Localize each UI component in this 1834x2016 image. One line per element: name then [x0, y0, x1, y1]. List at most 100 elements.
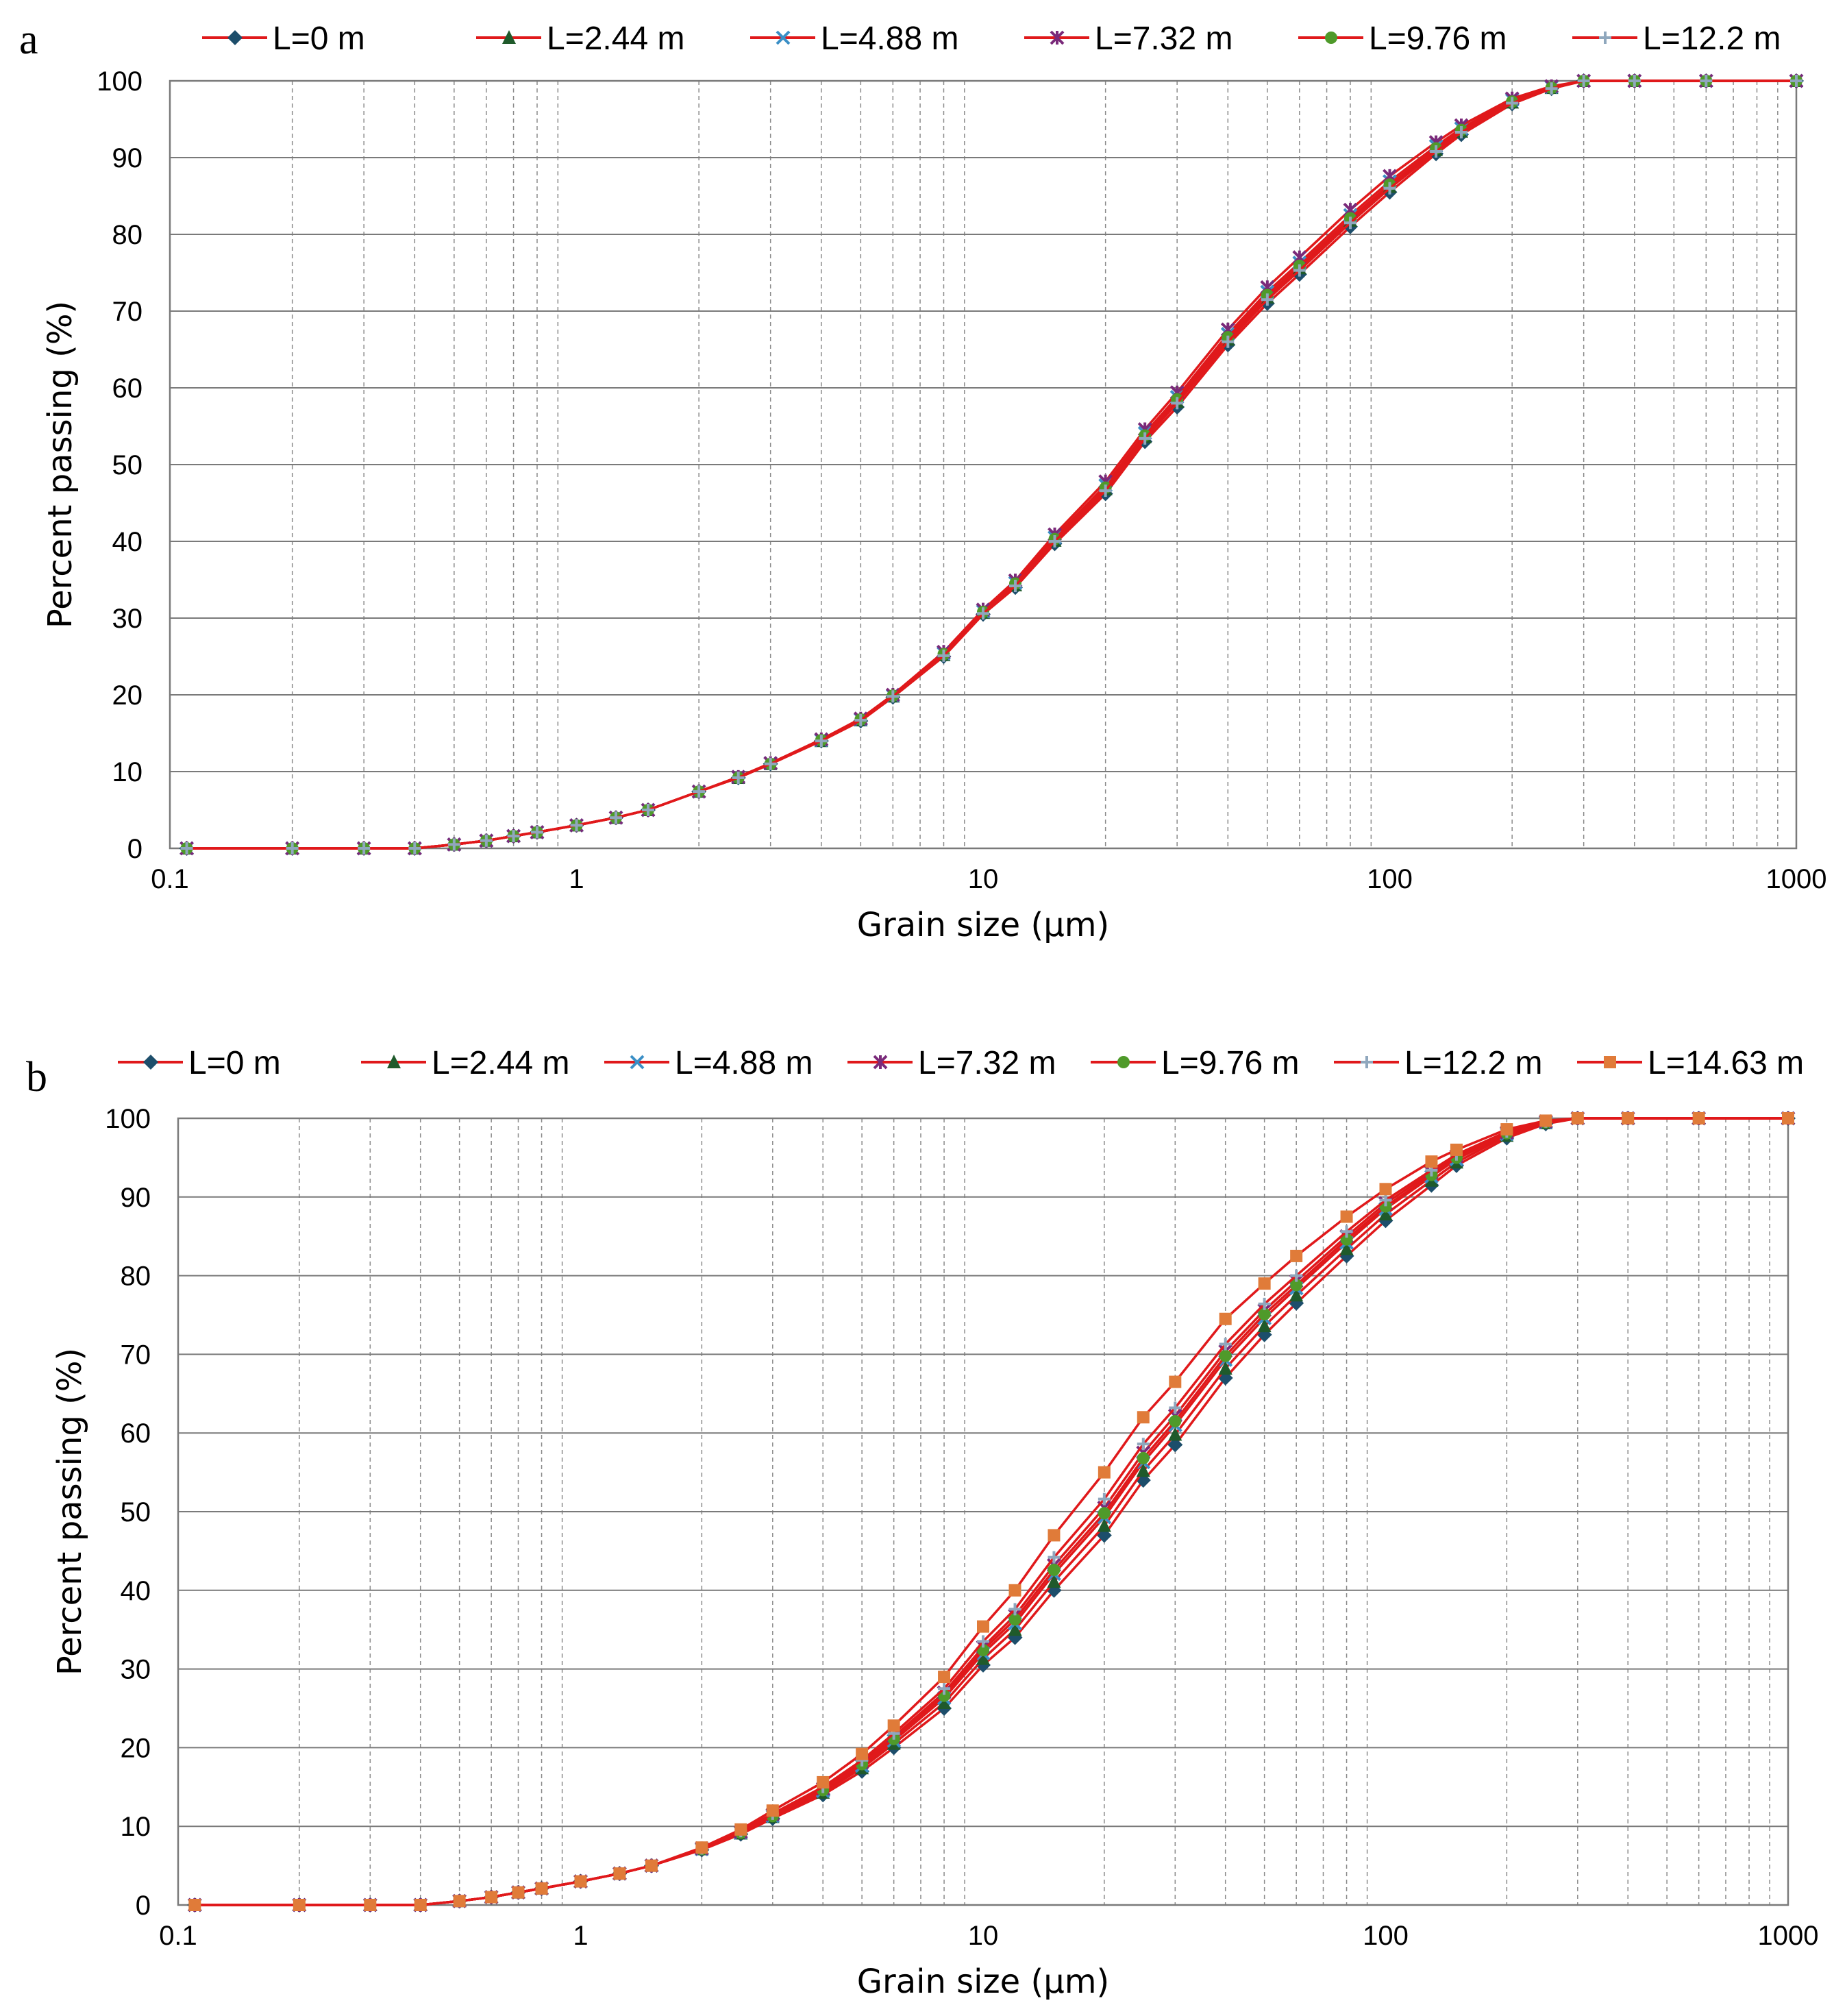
data-point: [1290, 1269, 1303, 1282]
data-point: [1169, 1414, 1182, 1427]
data-point: [1343, 217, 1356, 230]
legend-label: L=9.76 m: [1369, 21, 1507, 57]
data-point: [1098, 1507, 1111, 1520]
x-tick-label: 100: [1363, 1921, 1409, 1951]
data-point: [180, 842, 193, 855]
data-point: [1258, 1277, 1271, 1290]
legend-item: L=0 m: [118, 1045, 281, 1081]
y-tick-label: 50: [112, 450, 143, 480]
data-point: [1340, 1210, 1353, 1223]
data-point: [1545, 82, 1558, 95]
data-point: [1261, 293, 1274, 306]
data-point: [1577, 75, 1590, 87]
data-point: [610, 811, 623, 824]
y-tick-label: 60: [121, 1418, 151, 1449]
x-tick-label: 1: [573, 1921, 588, 1951]
y-tick-label: 50: [121, 1497, 151, 1527]
data-point: [1169, 1375, 1182, 1388]
data-point: [1293, 264, 1306, 277]
legend-label: L=0 m: [188, 1045, 281, 1081]
data-point: [938, 1671, 951, 1684]
data-point: [1137, 1411, 1150, 1424]
x-tick-label: 1000: [1758, 1921, 1819, 1951]
data-point: [645, 1859, 658, 1872]
data-point: [358, 842, 371, 855]
legend-item: L=4.88 m: [750, 21, 958, 57]
plot-frame: [169, 79, 1798, 850]
data-point: [977, 1635, 989, 1648]
y-tick-label: 90: [112, 143, 143, 173]
y-tick-label: 30: [121, 1655, 151, 1685]
data-point: [364, 1899, 377, 1911]
legend-marker: [387, 1055, 401, 1068]
legend-label: L=9.76 m: [1161, 1045, 1299, 1081]
data-point: [1430, 145, 1443, 158]
legend-item: L=9.76 m: [1298, 21, 1507, 57]
data-point: [1257, 1318, 1272, 1333]
y-tick-label: 20: [112, 680, 143, 711]
data-point: [976, 1651, 990, 1665]
data-point: [1455, 126, 1468, 139]
series-l-12-2-m: [180, 75, 1802, 855]
data-point: [1048, 1563, 1061, 1576]
legend-item: L=14.63 m: [1577, 1045, 1804, 1081]
data-point: [507, 830, 520, 843]
data-point: [1222, 335, 1235, 348]
data-point: [1098, 1492, 1111, 1505]
data-point: [1692, 1112, 1705, 1124]
y-axis-title: Percent passing (%): [51, 1348, 89, 1675]
y-tick-label: 40: [121, 1576, 151, 1606]
legend-marker: [1325, 32, 1337, 44]
x-tick-label: 10: [968, 1921, 999, 1951]
y-tick-label: 40: [112, 527, 143, 557]
data-point: [1258, 1307, 1271, 1320]
data-point: [408, 842, 421, 855]
data-point: [1097, 1518, 1111, 1532]
x-tick-label: 0.1: [151, 864, 189, 894]
data-point: [570, 819, 583, 832]
data-point: [286, 842, 299, 855]
data-point: [1171, 397, 1184, 410]
data-point: [574, 1875, 587, 1888]
data-point: [764, 757, 777, 770]
data-point: [1571, 1112, 1584, 1124]
legend-item: L=2.44 m: [476, 21, 684, 57]
legend-marker: [873, 1055, 888, 1070]
legend-label: L=7.32 m: [918, 1045, 1056, 1081]
legend-label: L=0 m: [273, 21, 365, 57]
panel-letter: b: [26, 1054, 47, 1101]
plot-frame: [177, 1117, 1789, 1906]
data-point: [1622, 1112, 1635, 1124]
data-point: [1098, 1466, 1111, 1479]
legend: L=0 m L=2.44 m L=4.88 m L=7.32 m L=9.76 m L=1…: [202, 21, 1781, 57]
x-tick-label: 1: [569, 864, 584, 894]
data-point: [1340, 1233, 1353, 1246]
data-point: [1048, 1551, 1061, 1564]
legend-item: L=9.76 m: [1091, 1045, 1299, 1081]
legend-item: L=12.2 m: [1334, 1045, 1542, 1081]
y-tick-label: 10: [121, 1812, 151, 1842]
data-point: [1289, 1288, 1304, 1302]
data-point: [613, 1867, 626, 1880]
data-point: [1099, 484, 1112, 497]
y-axis-title: Percent passing (%): [41, 301, 79, 628]
series-l-14-63-m: [188, 1112, 1794, 1911]
legend-item: L=7.32 m: [847, 1045, 1056, 1081]
data-point: [732, 771, 745, 784]
data-point: [693, 785, 706, 798]
legend-marker: [502, 30, 516, 44]
data-point: [815, 735, 828, 748]
y-tick-label: 20: [121, 1733, 151, 1763]
y-tick-label: 70: [121, 1340, 151, 1370]
data-point: [734, 1823, 747, 1836]
data-point: [188, 1899, 201, 1911]
legend-label: L=12.2 m: [1404, 1045, 1542, 1081]
legend: L=0 m L=2.44 m L=4.88 m L=7.32 m L=9.76 m L=1…: [118, 1045, 1804, 1081]
data-point: [414, 1899, 427, 1911]
panel-a: a 0 10 20 30 40 50 60 70 80 90 100 0.1 1 10 100 1000 Grai…: [19, 16, 1826, 944]
data-point: [977, 607, 989, 620]
y-tick-label: 100: [105, 1104, 151, 1134]
data-point: [1700, 75, 1713, 87]
data-point: [856, 1747, 869, 1760]
